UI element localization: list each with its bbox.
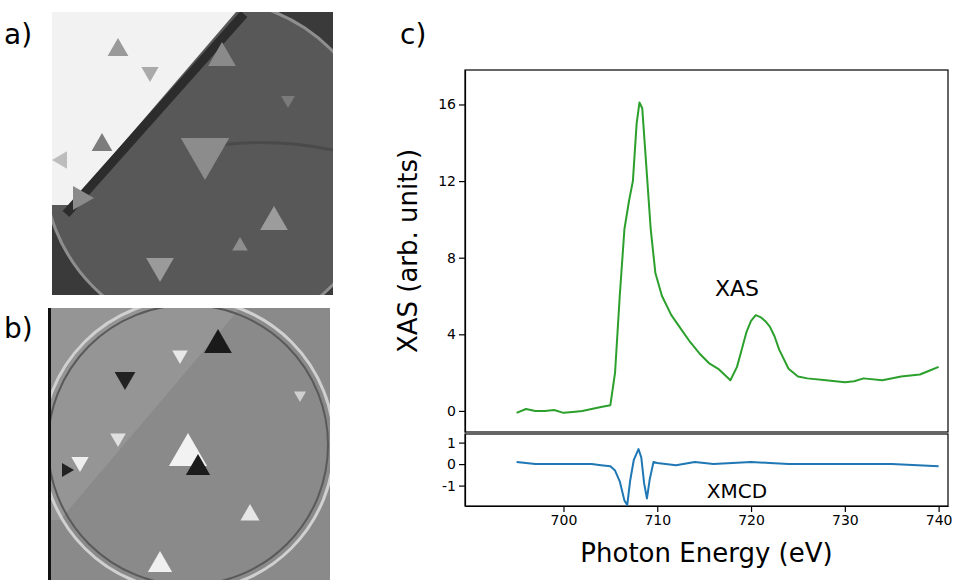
image-bright-region bbox=[52, 12, 236, 205]
tick: 8 bbox=[447, 250, 465, 266]
image-aperture bbox=[52, 12, 333, 295]
image-crystal bbox=[208, 42, 236, 66]
figure: a)b)c)0481216XASXAS (arb. units)-1017007… bbox=[0, 0, 964, 580]
tick-label: 730 bbox=[832, 512, 859, 528]
tick: 710 bbox=[644, 506, 671, 528]
y-axis: 0 4 8 12 16 bbox=[438, 71, 465, 433]
axis-line bbox=[465, 71, 466, 433]
image-edge bbox=[66, 14, 244, 214]
tick: 0 bbox=[447, 456, 465, 472]
tick-label: -1 bbox=[442, 478, 456, 494]
image-region bbox=[48, 308, 240, 520]
tick-mark bbox=[459, 104, 465, 105]
microscopy-image-a bbox=[52, 12, 333, 295]
tick: 12 bbox=[438, 173, 465, 189]
x-axis-title: Photon Energy (eV) bbox=[580, 538, 832, 568]
axis-line bbox=[465, 435, 466, 507]
tick-mark bbox=[459, 485, 465, 486]
tick-label: 700 bbox=[551, 512, 578, 528]
image-crystal bbox=[146, 258, 174, 282]
tick-label: 710 bbox=[644, 512, 671, 528]
tick: 730 bbox=[832, 506, 859, 528]
tick-mark bbox=[459, 464, 465, 465]
tick-label: 740 bbox=[926, 512, 953, 528]
tick-label: 0 bbox=[447, 456, 456, 472]
image-crystal bbox=[148, 551, 172, 572]
figure-container: a)b)c)0481216XASXAS (arb. units)-1017007… bbox=[0, 0, 964, 580]
chart-panel: 0 4 8 12 16 XAS XAS (arb. units) bbox=[393, 70, 948, 433]
plot-frame bbox=[465, 434, 948, 506]
image-crystal bbox=[186, 454, 210, 475]
image-crystal bbox=[240, 504, 259, 521]
image-crystal bbox=[73, 186, 94, 210]
plot-frame bbox=[465, 70, 948, 432]
panel-letter: b) bbox=[4, 312, 33, 345]
tick: 720 bbox=[738, 506, 765, 528]
image-crystal bbox=[62, 463, 74, 477]
image-crystal bbox=[71, 457, 88, 472]
plot-area bbox=[517, 103, 939, 413]
tick-mark bbox=[459, 334, 465, 335]
tick-label: 1 bbox=[447, 435, 456, 451]
annotation: XAS bbox=[715, 276, 759, 301]
image-crystal bbox=[110, 434, 126, 448]
image-crystal bbox=[115, 372, 136, 390]
image-crystal bbox=[92, 133, 113, 151]
tick: -1 bbox=[442, 478, 465, 494]
image-crystal bbox=[281, 96, 295, 108]
image-crystal bbox=[181, 138, 229, 180]
y-axis: -1 0 1 bbox=[442, 435, 465, 507]
tick: 700 bbox=[551, 506, 578, 528]
tick: 740 bbox=[926, 506, 953, 528]
tick-mark bbox=[459, 258, 465, 259]
panel-letter: c) bbox=[400, 18, 426, 51]
tick: 1 bbox=[447, 435, 465, 451]
image-crystal bbox=[232, 237, 248, 251]
tick: 0 bbox=[447, 403, 465, 419]
tick-label: 4 bbox=[447, 326, 456, 342]
tick-label: 720 bbox=[738, 512, 765, 528]
image-aperture-inner bbox=[48, 308, 328, 580]
tick: 16 bbox=[438, 96, 465, 112]
panel-letter: a) bbox=[4, 18, 32, 51]
image-crystal bbox=[108, 38, 129, 56]
annotation: XMCD bbox=[707, 479, 767, 503]
x-axis: 700 710 720 730 740 bbox=[466, 506, 953, 528]
image-crystal bbox=[52, 151, 67, 168]
tick-label: 16 bbox=[438, 96, 456, 112]
tick-mark bbox=[459, 411, 465, 412]
tick-label: 8 bbox=[447, 250, 456, 266]
image-crystal bbox=[204, 329, 232, 353]
tick-label: 0 bbox=[447, 403, 456, 419]
data-line bbox=[517, 103, 939, 413]
plot-area bbox=[517, 449, 939, 505]
tick-mark bbox=[459, 442, 465, 443]
image-background bbox=[48, 308, 330, 580]
tick-mark bbox=[459, 181, 465, 182]
tick: 4 bbox=[447, 326, 465, 342]
image-crystal bbox=[294, 392, 306, 403]
axis-line bbox=[466, 506, 949, 507]
image-crystal bbox=[172, 351, 188, 365]
chart-panel: -1 0 1 700 710 720 730 740 XMCD Photon Energy (eV… bbox=[442, 434, 952, 568]
tick-label: 12 bbox=[438, 173, 456, 189]
image-crystal bbox=[141, 67, 158, 82]
data-line bbox=[517, 449, 939, 505]
y-axis-title: XAS (arb. units) bbox=[393, 149, 423, 353]
microscopy-image-b bbox=[48, 308, 330, 580]
image-left-edge bbox=[48, 308, 51, 580]
image-crystal bbox=[260, 206, 288, 230]
image-aperture bbox=[48, 308, 330, 580]
